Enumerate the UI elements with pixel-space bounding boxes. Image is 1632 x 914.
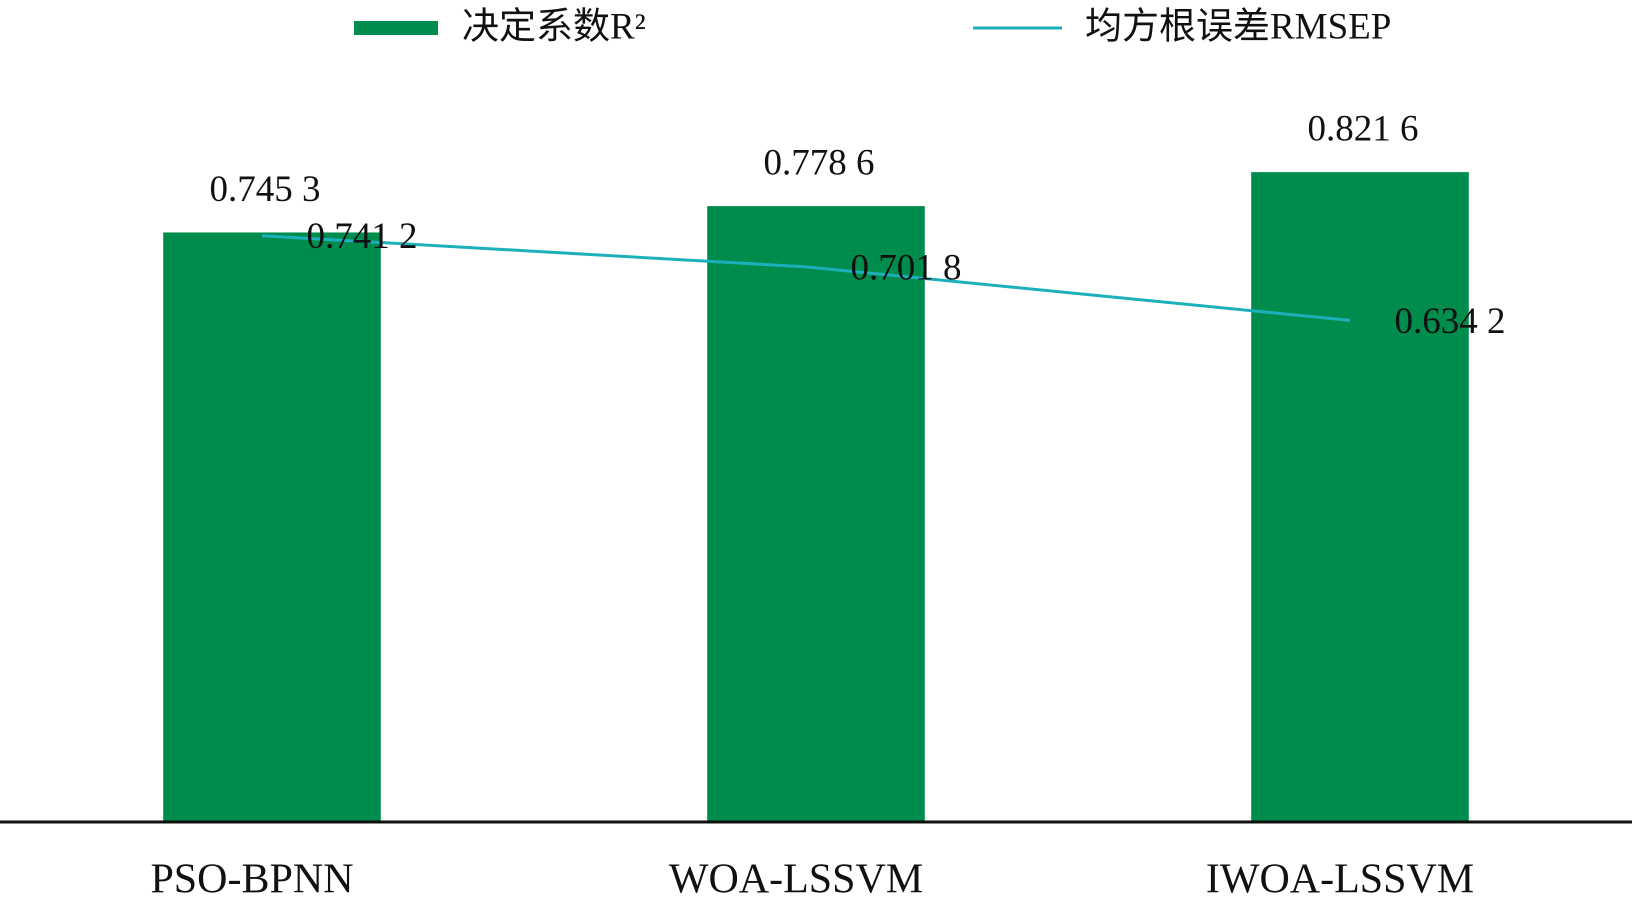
x-tick-label: PSO-BPNN: [150, 857, 353, 903]
x-tick-label: IWOA-LSSVM: [1206, 857, 1474, 903]
legend-label: 决定系数R²: [462, 5, 646, 47]
legend-swatch-bar: [354, 21, 438, 35]
data-label: 0.821 6: [1308, 109, 1419, 150]
data-label: 0.701 8: [851, 247, 962, 288]
data-label: 0.745 3: [210, 169, 321, 210]
legend-label: 均方根误差RMSEP: [1085, 5, 1391, 47]
bar: [163, 232, 381, 822]
data-label: 0.778 6: [764, 143, 875, 184]
line: [261, 234, 1351, 322]
data-label: 0.741 2: [307, 216, 418, 257]
x-tick-label: WOA-LSSVM: [669, 857, 923, 903]
bar: [707, 206, 925, 823]
bar: [1251, 172, 1469, 823]
data-label: 0.634 2: [1395, 301, 1506, 342]
